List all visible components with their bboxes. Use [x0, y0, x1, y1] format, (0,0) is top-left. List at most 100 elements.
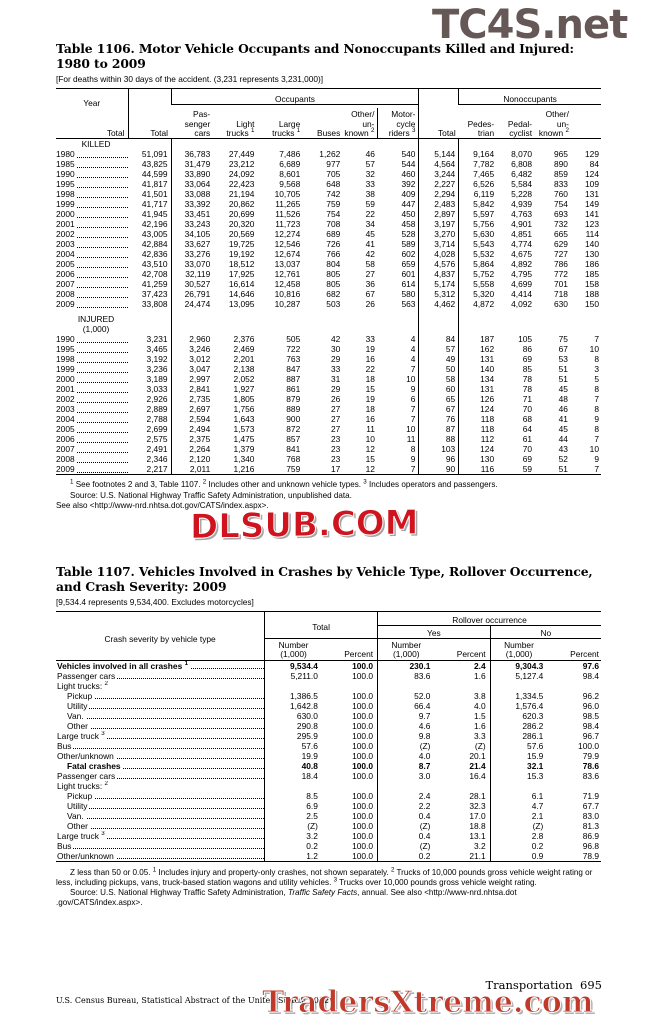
- cell-total: 33,808: [141, 299, 168, 310]
- table-row: Passenger cars 18.4 100.0 3.0 16.4 15.3 83.6: [56, 770, 601, 781]
- cell-buses: 19: [365, 394, 375, 405]
- cell-ped: 4,092: [511, 299, 533, 310]
- cell-total: 3,236: [146, 364, 168, 375]
- header-rollover-yes: Yes: [377, 625, 491, 639]
- cell-cars: 1,379: [233, 444, 255, 455]
- cell-buses: 59: [365, 199, 375, 210]
- table-1106-block: Table 1106. Motor Vehicle Occupants and …: [56, 41, 601, 511]
- cell-no-num: 4.7: [489, 800, 548, 811]
- cell-total: 2,346: [146, 454, 168, 465]
- cell-light: 9,568: [279, 179, 301, 190]
- cell-cars: 20,699: [228, 209, 255, 220]
- cell-no-num: [489, 680, 548, 691]
- cell-yes-num: [377, 680, 435, 691]
- cell-occ_total: 2,594: [170, 414, 214, 425]
- cell-no-pct: [547, 681, 601, 691]
- cell-ped: 8,070: [511, 149, 533, 160]
- cell-nonother: 7: [594, 334, 599, 345]
- cell-buses: 33: [365, 179, 375, 190]
- cell-ped: 6,482: [511, 169, 533, 180]
- cell-cars: 23,212: [228, 159, 255, 170]
- cell-light: 759: [257, 464, 304, 476]
- cell-moto: 67: [418, 404, 459, 415]
- cell-ped: 70: [522, 404, 533, 415]
- cell-other: 10: [406, 374, 416, 385]
- cell-no-num: 0.2: [489, 840, 548, 851]
- cell-moto: 87: [418, 424, 459, 435]
- cell-occ_total: 33,890: [170, 169, 214, 180]
- cell-total: 51,091: [141, 149, 168, 160]
- cell-other: 544: [401, 159, 416, 170]
- cell-total-pct: 100.0: [352, 660, 374, 671]
- cell-cars: 2,376: [233, 334, 255, 345]
- table-row: Van. 2.5 100.0 0.4 17.0 2.1 83.0: [56, 810, 601, 821]
- cell-large: 29: [330, 384, 341, 395]
- cell-buses: 15: [365, 454, 375, 465]
- cell-occ_total: 33,627: [170, 239, 214, 250]
- row-label-year: 2000: [56, 209, 129, 220]
- cell-no-pct: 97.6: [582, 660, 599, 671]
- cell-light: 12,761: [274, 269, 301, 280]
- table-row: Fatal crashes 40.8 100.0 8.7 21.4 32.1 78.6: [56, 760, 601, 771]
- cell-ped: 4,414: [511, 289, 533, 300]
- cell-light: 8,601: [279, 169, 301, 180]
- table-row: Other/unknown 19.9 100.0 4.0 20.1 15.9 79.9: [56, 750, 601, 761]
- cell-large: 27: [330, 404, 341, 415]
- table-row: 2007 41,259 30,527 16,614 12,458 805 36 614 5,17…: [56, 279, 601, 290]
- row-label-year: 2003: [56, 239, 129, 250]
- cell-cyc: 665: [553, 229, 568, 240]
- row-label-year: 2004: [56, 414, 129, 425]
- cell-buses: 19: [365, 344, 375, 355]
- header-crash-severity: Crash severity by vehicle type: [104, 634, 216, 645]
- row-label: Large truck 3: [56, 730, 265, 741]
- cell-buses: 18: [365, 374, 375, 385]
- cell-moto: 4,462: [418, 299, 459, 310]
- row-label: Vehicles involved in all crashes 1: [56, 660, 265, 671]
- cell-cars: 19,725: [228, 239, 255, 250]
- table-row: 1995 3,465 3,246 2,469 722 30 19 4 57 162 86 67 10: [56, 344, 601, 355]
- row-label-year: 1998: [56, 189, 129, 200]
- table-row: Utility 6.9 100.0 2.2 32.3 4.7 67.7: [56, 800, 601, 811]
- cell-yes-pct: 28.1: [469, 790, 486, 801]
- table-row: 2003 2,889 2,697 1,756 889 27 18 7 67 124 70 46 8: [56, 404, 601, 415]
- cell-buses: 33: [365, 334, 375, 345]
- row-label-year: 2009: [56, 299, 129, 310]
- cell-total-num: 40.8: [264, 760, 322, 771]
- row-label-year: 1980: [56, 149, 129, 160]
- cell-total-num: 295.9: [264, 730, 322, 741]
- cell-total-num: 8.5: [264, 790, 322, 801]
- cell-no-pct: 83.6: [582, 770, 599, 781]
- cell-non_total: 116: [458, 464, 498, 476]
- table-row: 2001 42,196 33,243 20,320 11,723 708 34 458 3,19…: [56, 219, 601, 230]
- table-row: Vehicles involved in all crashes 1 9,534.…: [56, 660, 601, 671]
- table-row: Large truck 3 3.2 100.0 0.4 13.1 2.8 86.9: [56, 830, 601, 841]
- cell-moto: 2,897: [418, 209, 459, 220]
- cell-cyc: 45: [558, 384, 568, 395]
- cell-large: 766: [326, 249, 341, 260]
- cell-buses: 67: [365, 289, 375, 300]
- cell-cars: 2,469: [233, 344, 255, 355]
- table-row: 1999 3,236 3,047 2,138 847 33 22 7 50 140 85 51 3: [56, 364, 601, 375]
- cell-total-pct: 100.0: [352, 770, 374, 781]
- cell-cars: 22,423: [228, 179, 255, 190]
- cell-other: 659: [401, 259, 416, 270]
- cell-non_total: 7,782: [458, 159, 498, 170]
- cell-cars: 17,925: [228, 269, 255, 280]
- cell-occ_total: 24,474: [170, 299, 214, 310]
- cell-buses: 45: [365, 229, 375, 240]
- cell-occ_total: 2,375: [170, 434, 214, 445]
- cell-light: 841: [286, 444, 301, 455]
- table-row: Other/unknown 1.2 100.0 0.2 21.1 0.9 78.9: [56, 850, 601, 862]
- cell-yes-pct: [434, 781, 490, 791]
- table-1106-notes: 1 See footnotes 2 and 3, Table 1107. 2 I…: [56, 479, 601, 511]
- cell-large: 805: [326, 279, 341, 290]
- cell-light: 12,458: [274, 279, 301, 290]
- footer-section: Transportation: [485, 978, 573, 992]
- cell-no-num: 5,127.4: [489, 670, 548, 681]
- header-total-all: Total: [106, 128, 125, 138]
- cell-no-num: 15.9: [489, 750, 548, 761]
- cell-occ_total: 30,527: [170, 279, 214, 290]
- cell-ped: 68: [522, 414, 533, 425]
- cell-large: 804: [326, 259, 341, 270]
- cell-total: 3,231: [146, 334, 168, 345]
